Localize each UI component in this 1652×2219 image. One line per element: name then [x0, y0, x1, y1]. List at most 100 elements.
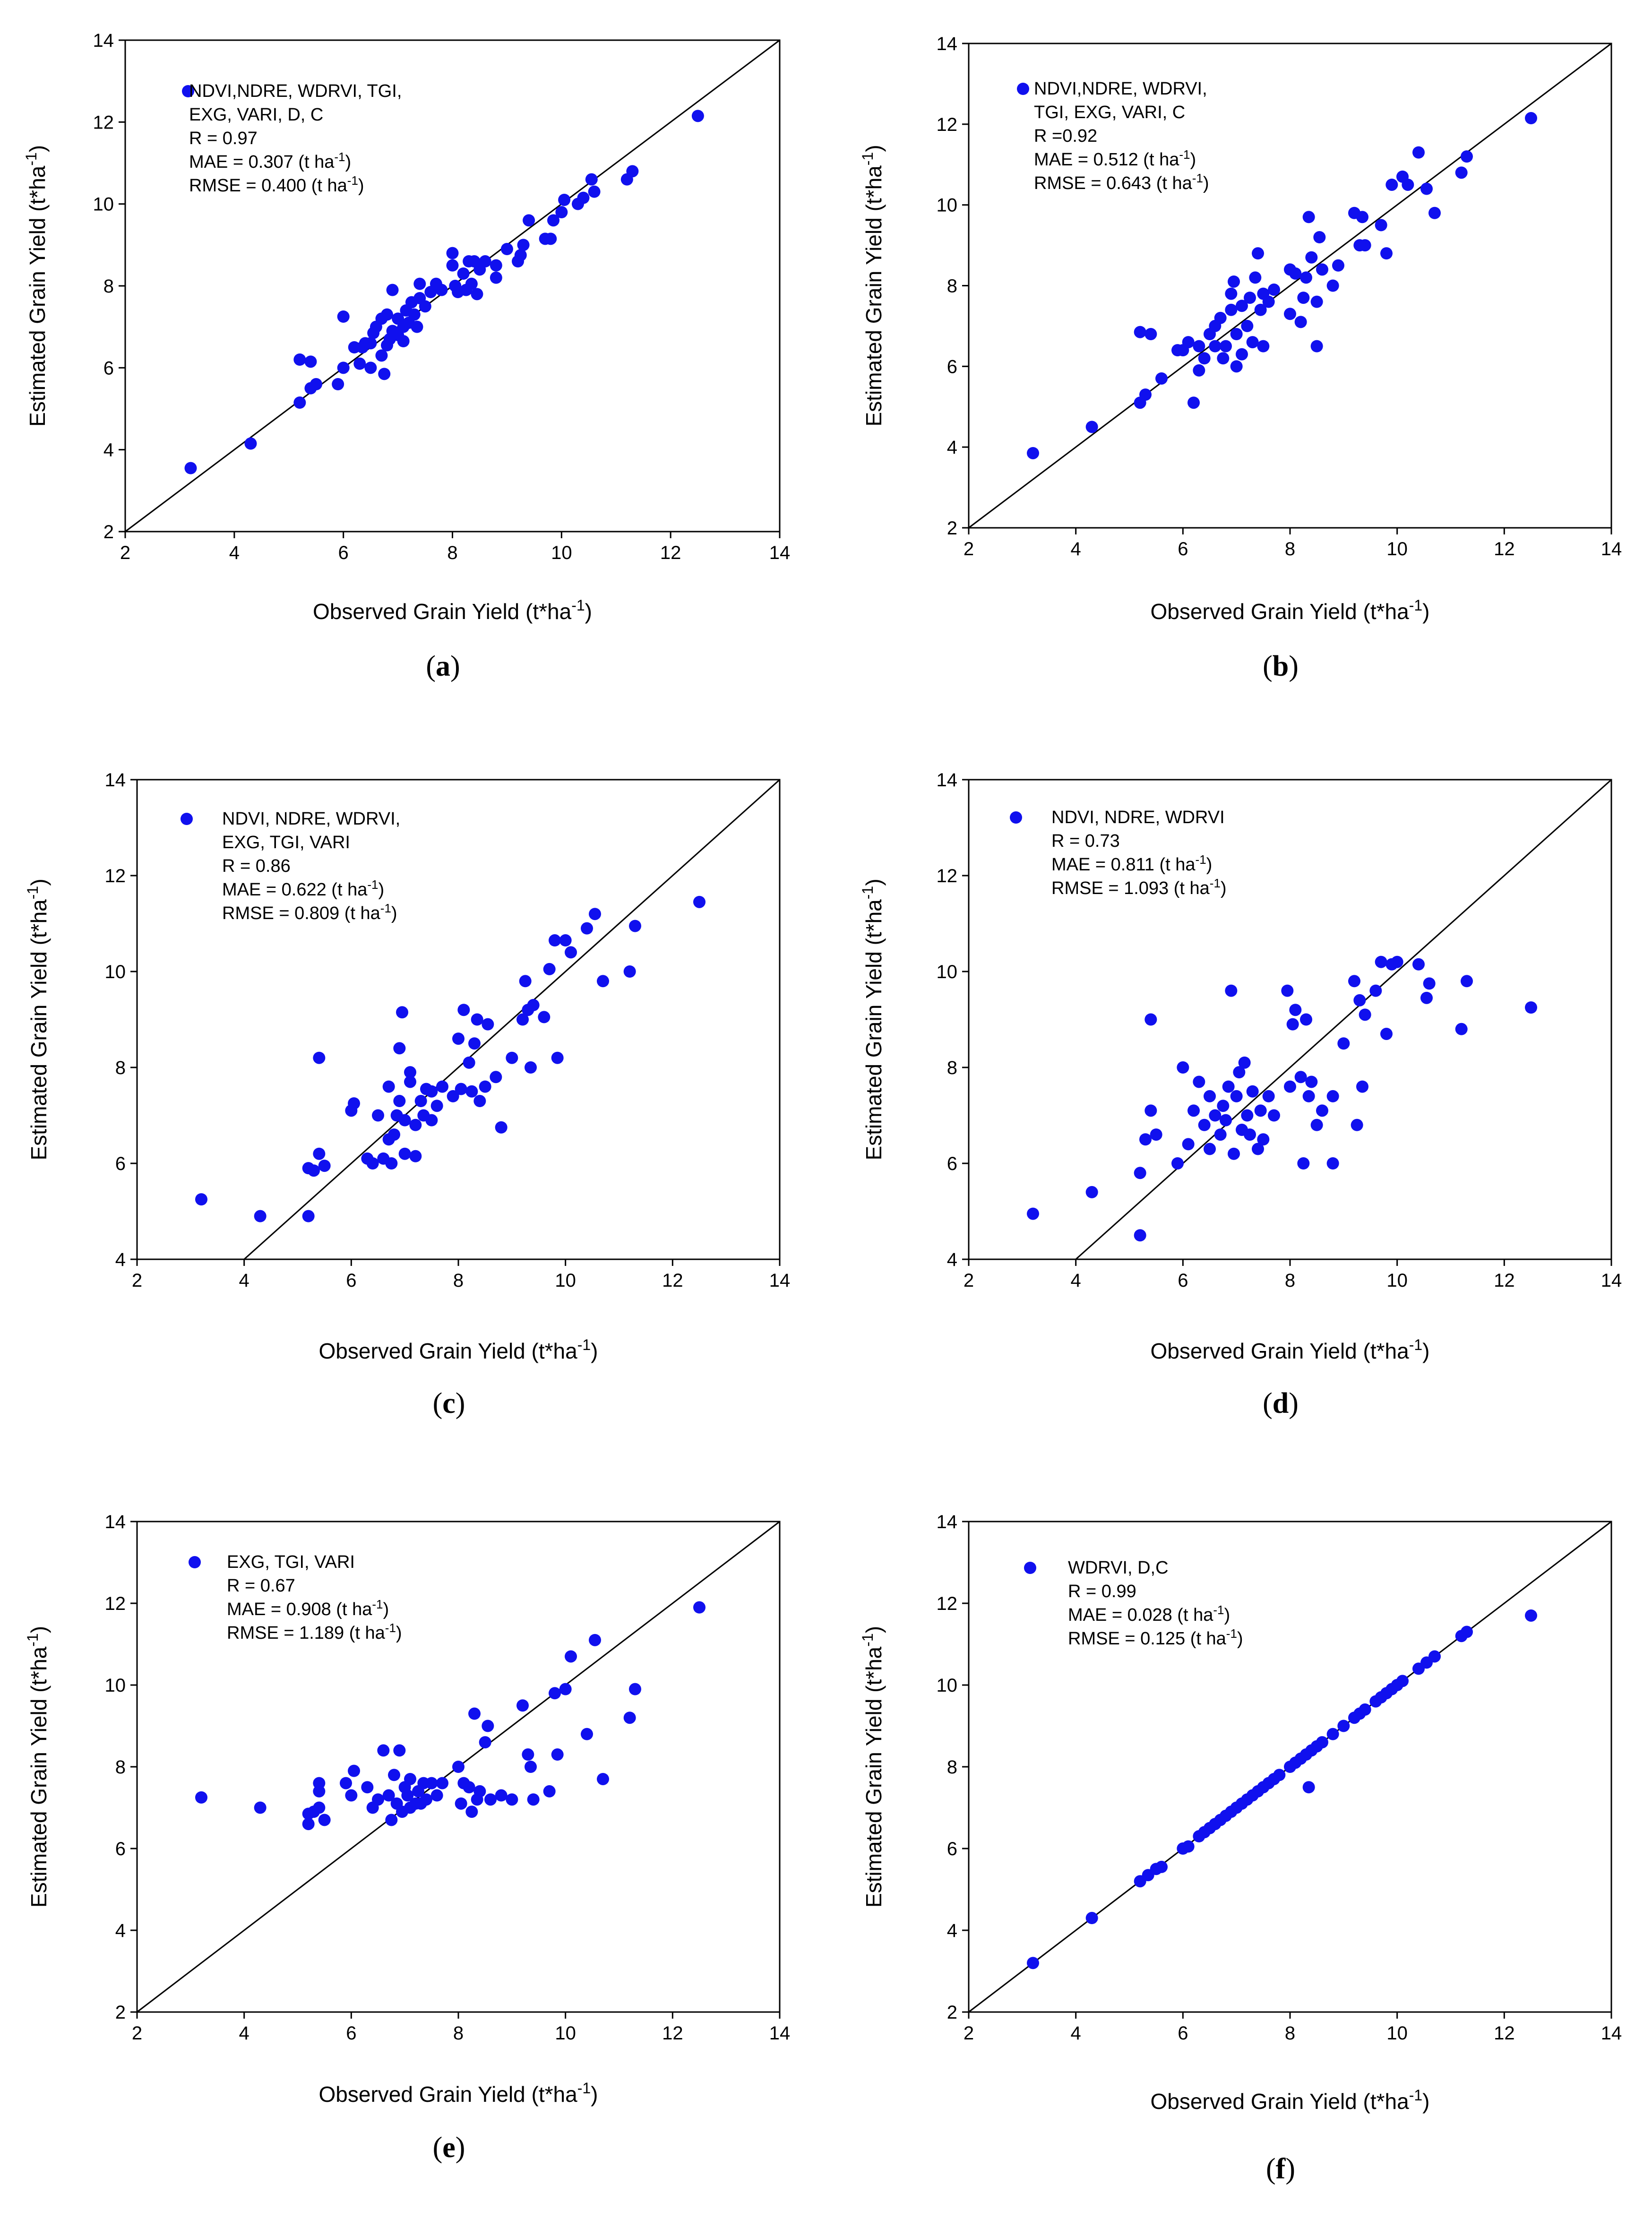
data-point	[396, 1006, 408, 1019]
x-tick-label: 8	[1285, 1270, 1295, 1291]
legend-line: NDVI, NDRE, WDRVI	[1051, 808, 1225, 827]
data-point	[1294, 1071, 1307, 1084]
data-point	[1337, 1720, 1350, 1732]
x-axis-title: Observed Grain Yield (t*ha-1)	[313, 597, 592, 624]
legend-line: MAE = 0.908 (t ha-1)	[227, 1597, 389, 1619]
data-point	[1525, 112, 1537, 125]
data-point	[473, 1095, 486, 1108]
data-point	[544, 232, 557, 245]
data-point	[455, 1797, 467, 1810]
data-point	[1262, 1090, 1275, 1102]
data-point	[465, 277, 478, 290]
data-point	[1027, 447, 1039, 459]
data-point	[425, 1777, 438, 1789]
data-point	[381, 308, 393, 321]
data-point	[1461, 975, 1473, 988]
data-point	[398, 1147, 411, 1160]
y-tick-label: 4	[115, 1249, 126, 1270]
data-point	[348, 1097, 360, 1110]
data-point	[452, 1761, 465, 1773]
y-tick-label: 12	[105, 866, 126, 886]
legend-marker	[1017, 83, 1029, 95]
panel-b: 2 4 6 8 10 12 14 2 4 6 8 10 12 14 Observed Grain Yield…	[859, 34, 1622, 682]
data-point	[623, 1712, 636, 1724]
data-point	[340, 1777, 352, 1789]
data-point	[1351, 1118, 1363, 1131]
data-point	[1085, 1186, 1098, 1198]
y-tick-label: 10	[937, 962, 958, 982]
data-point	[1310, 340, 1323, 353]
data-point	[1182, 336, 1195, 349]
legend-marker	[182, 85, 194, 97]
y-tick-label: 10	[105, 962, 126, 982]
y-tick-label: 6	[115, 1839, 126, 1859]
legend-line: RMSE = 0.400 (t ha-1)	[189, 173, 364, 196]
data-point	[408, 308, 421, 321]
data-point	[1525, 1001, 1537, 1014]
data-point	[1182, 1138, 1195, 1151]
x-tick-label: 12	[660, 542, 681, 563]
data-point	[1396, 1675, 1409, 1687]
data-point	[495, 1121, 508, 1134]
data-point	[337, 310, 350, 323]
data-point	[516, 1013, 529, 1026]
data-point	[1150, 1128, 1162, 1141]
x-axis-title: Observed Grain Yield (t*ha-1)	[1151, 2087, 1430, 2114]
x-tick-label: 12	[1494, 2023, 1515, 2044]
legend-marker	[189, 1556, 201, 1568]
data-point	[1134, 326, 1146, 338]
y-tick-label: 6	[115, 1153, 126, 1174]
data-point	[1257, 340, 1270, 353]
y-tick-label: 14	[105, 770, 126, 791]
data-point	[1236, 348, 1248, 361]
data-point	[1316, 263, 1328, 276]
y-tick-label: 12	[937, 114, 958, 135]
data-point	[425, 1114, 438, 1127]
data-point	[623, 965, 636, 978]
y-tick-label: 4	[947, 1249, 957, 1270]
data-point	[388, 1769, 400, 1781]
data-point	[430, 1789, 443, 1802]
y-axis-title: Estimated Grain Yield (t*ha-1)	[859, 878, 886, 1160]
data-point	[1356, 211, 1368, 224]
data-point	[1348, 975, 1360, 988]
data-point	[1375, 219, 1387, 232]
data-point	[577, 191, 590, 204]
data-point	[414, 1095, 427, 1108]
data-point	[378, 368, 391, 380]
data-point	[1428, 1650, 1441, 1663]
legend-line: R = 0.97	[189, 129, 258, 148]
data-point	[372, 1109, 384, 1122]
data-point	[372, 1793, 384, 1806]
data-point	[1193, 364, 1205, 377]
y-axis-title: Estimated Grain Yield (t*ha-1)	[859, 145, 886, 426]
y-tick-label: 8	[947, 276, 957, 297]
y-tick-label: 2	[947, 2002, 957, 2023]
y-axis-title: Estimated Grain Yield (t*ha-1)	[23, 145, 50, 427]
y-tick-label: 10	[105, 1675, 126, 1696]
legend-line: R = 0.86	[222, 856, 291, 876]
data-point	[1198, 1118, 1211, 1131]
x-axis-title: Observed Grain Yield (t*ha-1)	[319, 2080, 598, 2107]
panel-label: (c)	[433, 1387, 465, 1419]
data-point	[482, 1720, 494, 1732]
data-point	[409, 1118, 422, 1131]
data-point	[490, 259, 502, 272]
data-point	[538, 1011, 551, 1023]
data-point	[1402, 178, 1414, 191]
data-point	[1246, 1085, 1259, 1098]
panel-label: (f)	[1266, 2153, 1295, 2185]
legend-line: MAE = 0.512 (t ha-1)	[1034, 147, 1196, 170]
y-tick-label: 12	[93, 112, 114, 133]
legend-line: EXG, VARI, D, C	[189, 105, 323, 125]
x-tick-label: 4	[239, 1270, 250, 1291]
data-point	[555, 206, 568, 218]
data-point	[549, 934, 561, 947]
x-tick-label: 4	[1071, 1270, 1081, 1291]
data-point	[468, 1707, 481, 1720]
data-point	[514, 249, 527, 261]
data-point	[1380, 1027, 1393, 1040]
data-point	[506, 1793, 518, 1806]
data-point	[1225, 303, 1238, 316]
data-point	[1144, 328, 1157, 340]
